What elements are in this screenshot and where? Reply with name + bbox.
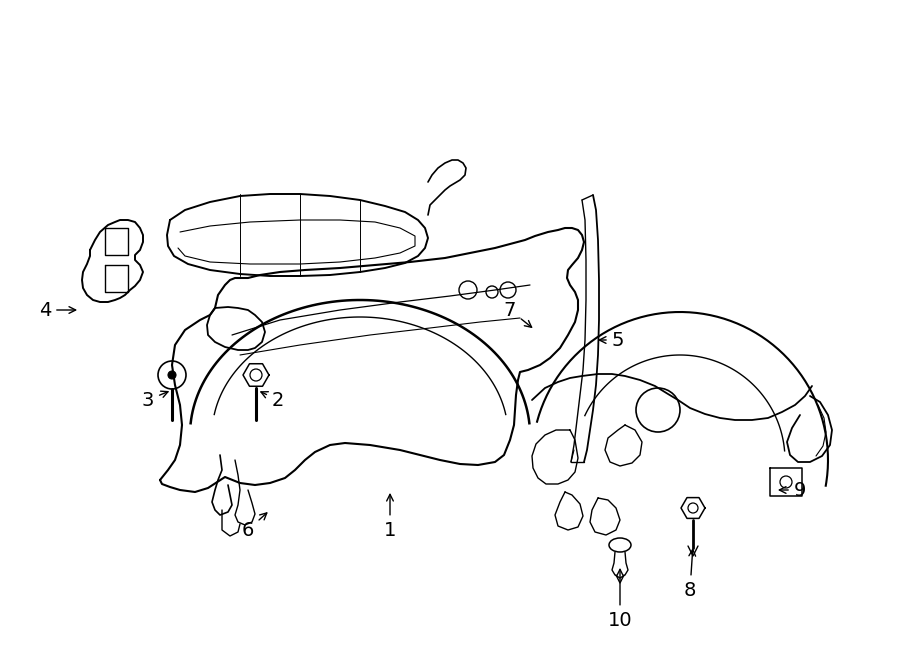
Text: 1: 1: [383, 494, 396, 539]
Text: 8: 8: [684, 549, 697, 600]
Ellipse shape: [609, 538, 631, 552]
Text: 10: 10: [608, 569, 633, 629]
Text: 6: 6: [242, 513, 266, 539]
Text: 9: 9: [779, 481, 806, 500]
Text: 3: 3: [142, 391, 168, 410]
Text: 5: 5: [599, 330, 625, 350]
Text: 4: 4: [39, 301, 76, 319]
Circle shape: [168, 371, 176, 379]
Circle shape: [158, 361, 186, 389]
Text: 2: 2: [261, 391, 284, 410]
Text: 7: 7: [504, 301, 532, 327]
